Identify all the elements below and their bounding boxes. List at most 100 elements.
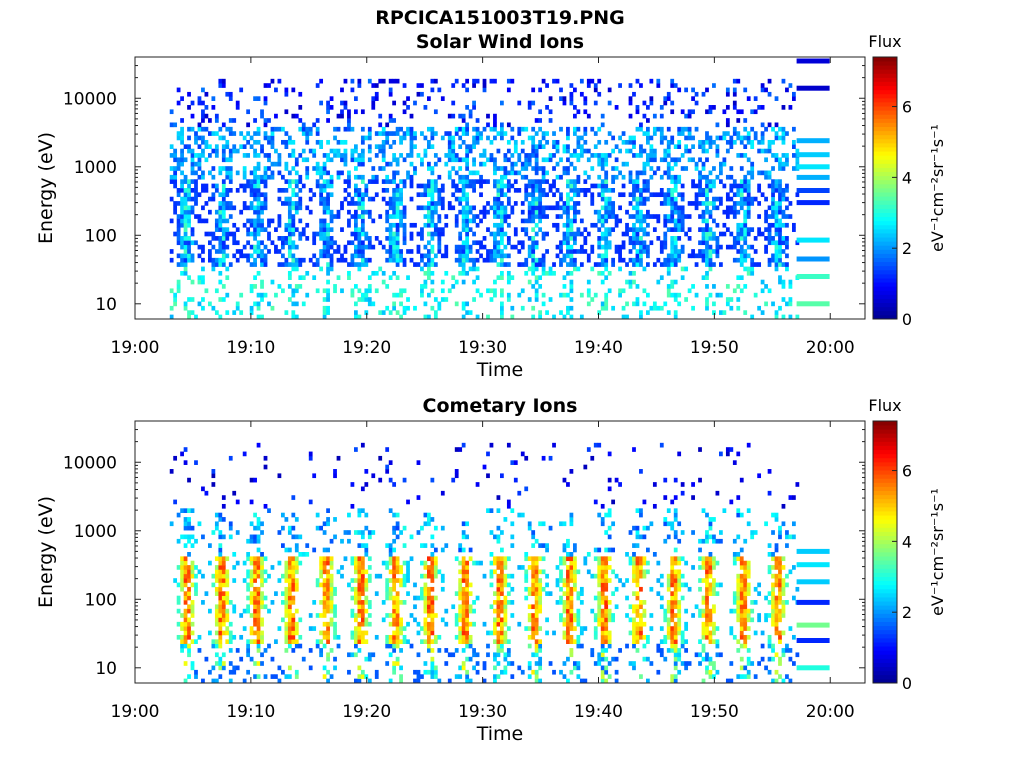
heatmap-cell (221, 582, 226, 588)
heatmap-cell (301, 301, 306, 307)
heatmap-cell (329, 600, 334, 605)
heatmap-cell (673, 297, 678, 302)
heatmap-cell (604, 231, 609, 237)
heatmap-cell (263, 244, 268, 250)
heatmap-cell (472, 105, 476, 110)
heatmap-cell (211, 305, 216, 311)
heatmap-cell (552, 131, 556, 136)
heatmap-cell (214, 643, 219, 649)
heatmap-cell (333, 604, 337, 610)
heatmap-cell (169, 288, 174, 294)
heatmap-cell (566, 634, 570, 640)
heatmap-cell (538, 205, 543, 211)
heatmap-cell (187, 188, 191, 193)
heatmap-cell (489, 573, 494, 579)
heatmap-cell (322, 297, 327, 302)
heatmap-cell (406, 499, 410, 505)
heatmap-cell (753, 262, 758, 267)
heatmap-cell (214, 639, 219, 644)
heatmap-cell (402, 477, 407, 483)
heatmap-cell (468, 608, 473, 614)
heatmap-cell (795, 240, 800, 246)
heatmap-cell (367, 284, 372, 289)
heatmap-cell (221, 196, 226, 202)
heatmap-cell (534, 591, 539, 596)
heatmap-cell (284, 201, 289, 206)
heatmap-cell (778, 205, 782, 211)
heatmap-cell (228, 525, 233, 531)
heatmap-cell (778, 275, 782, 280)
heatmap-cell (256, 525, 261, 531)
heatmap-cell (778, 161, 782, 167)
heatmap-cell (235, 499, 240, 505)
heatmap-cell (388, 543, 393, 548)
heatmap-cell (378, 122, 383, 128)
heatmap-cell (208, 240, 212, 246)
heatmap-cell (360, 578, 365, 583)
heatmap-cell (479, 240, 483, 246)
heatmap-cell (541, 292, 546, 298)
heatmap-cell (541, 543, 546, 548)
heatmap-cell (746, 270, 751, 276)
heatmap-cell (579, 244, 584, 250)
heatmap-cell (461, 257, 466, 263)
heatmap-cell (350, 634, 355, 640)
heatmap-cell (597, 126, 602, 132)
heatmap-cell (430, 214, 435, 219)
heatmap-cell (500, 253, 504, 259)
heatmap-cell (197, 192, 202, 198)
heatmap-cell (566, 305, 570, 311)
heatmap-cell (190, 508, 195, 513)
heatmap-cell (604, 253, 609, 259)
heatmap-cell (461, 305, 466, 311)
heatmap-cell (659, 105, 664, 110)
heatmap-cell (785, 157, 789, 163)
heatmap-cell (416, 262, 421, 267)
heatmap-cell (663, 201, 668, 206)
heatmap-cell (423, 617, 428, 623)
heatmap-cell (517, 292, 522, 298)
heatmap-cell (579, 188, 584, 193)
heatmap-cell (402, 109, 407, 115)
heatmap-cell (531, 669, 536, 675)
heatmap-cell (493, 652, 497, 658)
heatmap-cell (430, 543, 435, 548)
heatmap-cell (454, 301, 459, 307)
heatmap-cell (326, 236, 330, 241)
heatmap-cell (493, 209, 497, 215)
heatmap-cell (792, 91, 796, 97)
heatmap-cell (378, 214, 383, 219)
heatmap-cell (176, 621, 181, 627)
heatmap-cell (433, 131, 438, 136)
heatmap-cell (395, 188, 400, 193)
heatmap-cell (788, 297, 793, 302)
heatmap-cell (433, 525, 438, 531)
heatmap-cell (326, 118, 330, 123)
heatmap-cell (663, 244, 668, 250)
heatmap-cell (524, 183, 529, 189)
heatmap-cell (291, 569, 296, 575)
heatmap-cell (360, 205, 365, 211)
heatmap-cell (406, 105, 410, 110)
heatmap-cell (218, 621, 223, 627)
heatmap-cell (294, 626, 299, 631)
heatmap-cell (573, 236, 577, 241)
heatmap-cell (392, 604, 397, 610)
heatmap-cell (531, 613, 536, 618)
heatmap-cell (649, 157, 654, 163)
heatmap-cell (340, 288, 344, 294)
heatmap-cell (461, 565, 466, 570)
heatmap-cell (260, 595, 264, 601)
heatmap-cell (388, 621, 393, 627)
heatmap-cell (666, 96, 671, 101)
heatmap-cell (180, 139, 184, 145)
heatmap-cell (180, 148, 184, 154)
heatmap-cell (649, 135, 654, 141)
heatmap-cell (399, 196, 403, 202)
heatmap-cell (409, 643, 414, 649)
heatmap-cell (312, 122, 317, 128)
heatmap-cell (465, 678, 470, 683)
heatmap-cell (500, 205, 504, 211)
heatmap-cell (228, 170, 233, 176)
heatmap-cell (173, 166, 178, 171)
